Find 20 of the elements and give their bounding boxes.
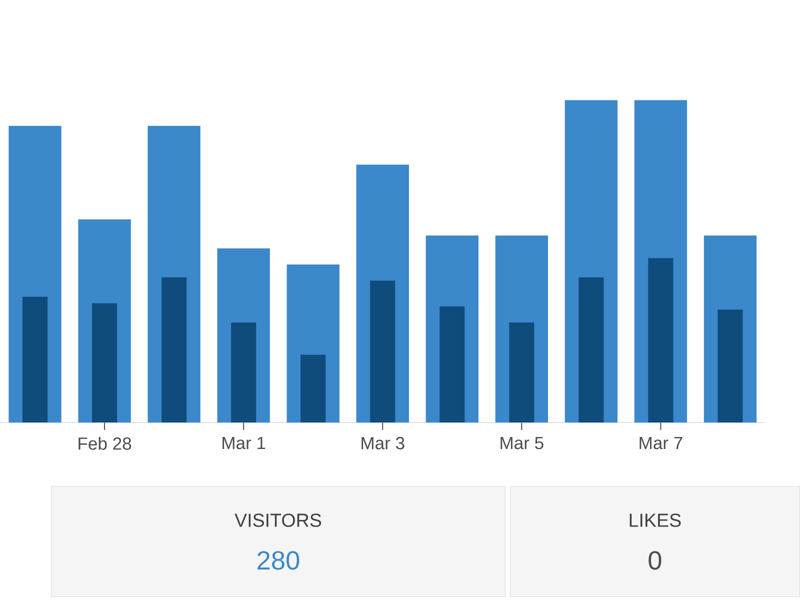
x-tick-label: Mar 7 [640,437,682,450]
bar [440,306,465,423]
bar [648,258,674,423]
bar [22,296,48,423]
text: LIKES [630,514,681,528]
bar [578,278,604,423]
bar [718,310,743,423]
bar [92,303,118,423]
x-tick-label: Mar 5 [500,437,544,450]
x-tick-label: Mar 1 [222,437,266,450]
bar [231,322,256,423]
x-tick-label: Mar 3 [362,437,404,450]
text: 0 [648,551,662,570]
text: 280 [258,551,300,570]
x-tick-label: Feb 28 [78,437,132,450]
text: VISITORS [234,514,322,528]
bar [162,278,187,423]
bar [300,354,326,423]
bar [370,280,396,423]
bar [509,322,534,423]
